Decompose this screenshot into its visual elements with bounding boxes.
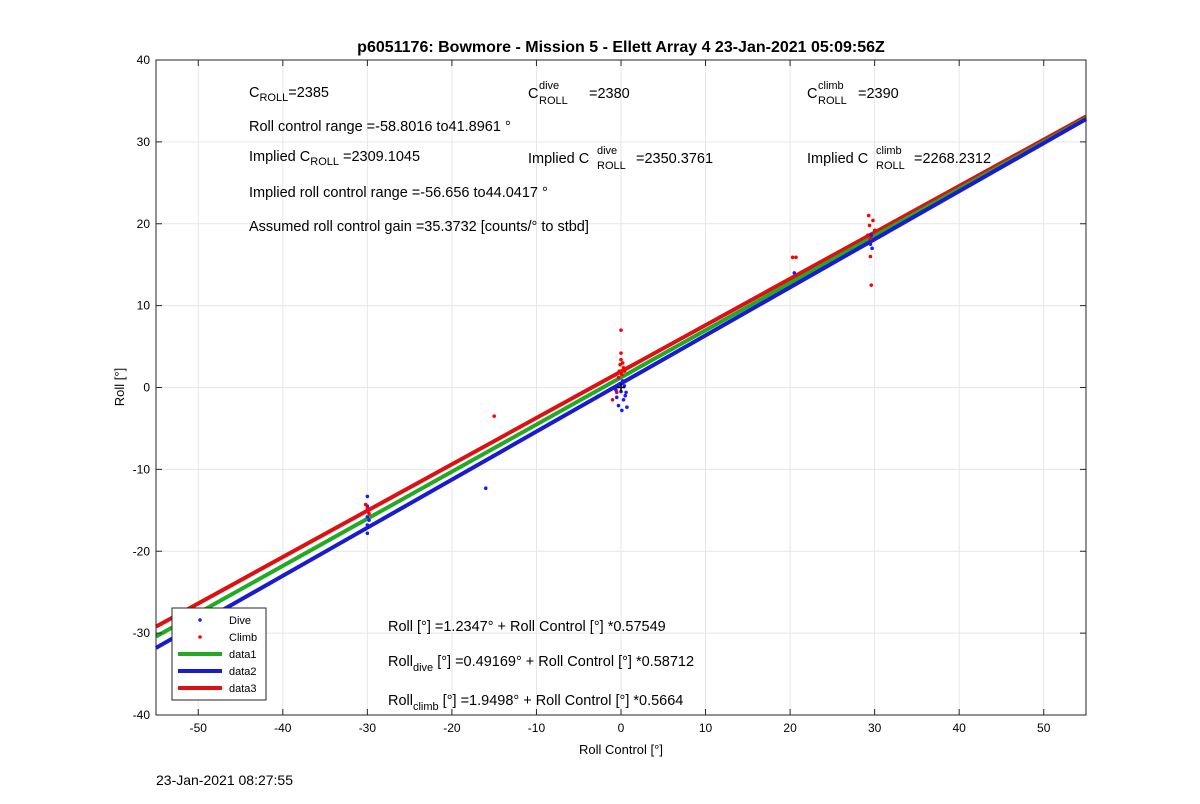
annotation-fit-all: Roll [°] =1.2347° + Roll Control [°] *0.… <box>388 619 666 635</box>
point-climb <box>794 255 798 260</box>
x-tick-label: 40 <box>953 721 967 735</box>
x-tick-label: 10 <box>699 721 713 735</box>
y-tick-label: 10 <box>137 299 151 313</box>
legend-label-data2: data2 <box>229 666 257 678</box>
x-tick-label: -10 <box>528 721 546 735</box>
point-dive <box>625 405 629 409</box>
point-dive <box>617 382 622 387</box>
annotation-implied-range: Implied roll control range =-56.656 to44… <box>249 185 548 201</box>
point-climb <box>871 218 875 223</box>
point-dive <box>619 389 623 394</box>
x-tick-label: 50 <box>1037 721 1051 735</box>
x-tick-label: 30 <box>868 721 882 735</box>
point-climb <box>365 506 370 511</box>
point-climb <box>619 328 623 332</box>
legend-marker-dive <box>198 618 202 622</box>
point-climb <box>367 511 371 516</box>
point-climb <box>867 223 872 228</box>
annotation-fit-climb: Rollclimb [°] =1.9498° + Roll Control [°… <box>388 693 683 713</box>
point-dive <box>868 242 873 247</box>
point-dive <box>792 271 797 275</box>
legend-label-dive: Dive <box>229 615 251 627</box>
point-climb <box>868 236 873 241</box>
fit-line-data2 <box>155 117 1087 650</box>
point-dive <box>367 518 371 522</box>
point-dive <box>365 494 370 499</box>
chart-title: p6051176: Bowmore - Mission 5 - Ellett A… <box>357 39 885 56</box>
y-tick-label: 20 <box>137 217 151 231</box>
point-dive <box>870 246 874 251</box>
point-dive <box>365 515 370 519</box>
legend-label-data3: data3 <box>229 683 257 695</box>
annotation-croll-climb: Cclimb ROLL =2390 <box>807 80 899 107</box>
point-climb <box>610 397 615 402</box>
x-tick-label: -40 <box>274 721 292 735</box>
annotation-gain: Assumed roll control gain =35.3732 [coun… <box>249 219 589 235</box>
point-dive <box>621 397 626 402</box>
x-tick-label: 20 <box>783 721 797 735</box>
y-tick-label: -20 <box>133 544 151 558</box>
x-axis-label: Roll Control [°] <box>579 742 663 757</box>
point-climb <box>790 255 795 260</box>
annotation-fit-dive: Rolldive [°] =0.49169° + Roll Control [°… <box>388 654 694 674</box>
x-tick-label: -50 <box>190 721 208 735</box>
point-dive <box>624 390 628 395</box>
y-tick-label: -10 <box>133 462 151 476</box>
x-tick-label: -20 <box>443 721 461 735</box>
y-tick-label: 0 <box>143 381 150 395</box>
y-tick-label: -30 <box>133 626 151 640</box>
ticks: -50 -40 -30 -20 -10 0 10 20 30 40 50 -40 -30 -20 -10 0 1… <box>133 53 1086 735</box>
point-climb <box>619 351 623 355</box>
point-dive <box>620 408 624 413</box>
point-climb <box>616 375 621 380</box>
point-climb <box>866 213 871 218</box>
annotation-implied-croll: Implied CROLL =2309.1045 <box>249 149 420 168</box>
point-climb <box>869 283 874 287</box>
legend: Dive Climb data1 data2 data3 <box>171 607 267 701</box>
point-dive <box>620 379 625 383</box>
point-climb <box>620 372 624 377</box>
point-dive <box>365 531 370 536</box>
legend-label-data1: data1 <box>229 649 257 661</box>
annotation-croll-dive: Cdive ROLL =2380 <box>528 80 630 107</box>
point-dive <box>623 393 628 398</box>
y-axis-label: Roll [°] <box>112 368 127 406</box>
origin-marker <box>617 383 625 392</box>
fit-line-data1 <box>155 116 1087 639</box>
y-tick-label: -40 <box>133 708 151 722</box>
x-tick-label: -30 <box>359 721 377 735</box>
point-dive <box>365 523 370 527</box>
point-dive <box>616 403 621 408</box>
annotation-croll: CROLL=2385 <box>249 85 329 104</box>
y-tick-label: 30 <box>137 135 151 149</box>
point-climb <box>492 414 496 418</box>
point-climb <box>617 369 622 373</box>
x-tick-label: 0 <box>618 721 625 735</box>
point-dive <box>614 395 619 400</box>
annotation-roll-range: Roll control range =-58.8016 to41.8961 ° <box>249 119 511 135</box>
legend-label-climb: Climb <box>229 632 257 644</box>
data-points <box>363 213 877 536</box>
point-climb <box>866 233 870 238</box>
point-climb <box>619 357 623 362</box>
point-climb <box>868 254 873 259</box>
footer-date: 23-Jan-2021 08:27:55 <box>156 772 293 788</box>
point-dive <box>869 233 874 238</box>
point-climb <box>622 369 627 373</box>
point-climb <box>621 366 626 370</box>
point-climb <box>872 228 877 233</box>
point-climb <box>620 361 625 365</box>
point-climb <box>363 502 368 507</box>
y-tick-label: 40 <box>137 53 151 67</box>
point-dive <box>483 486 488 491</box>
point-climb <box>614 390 619 395</box>
legend-marker-climb <box>198 635 202 639</box>
